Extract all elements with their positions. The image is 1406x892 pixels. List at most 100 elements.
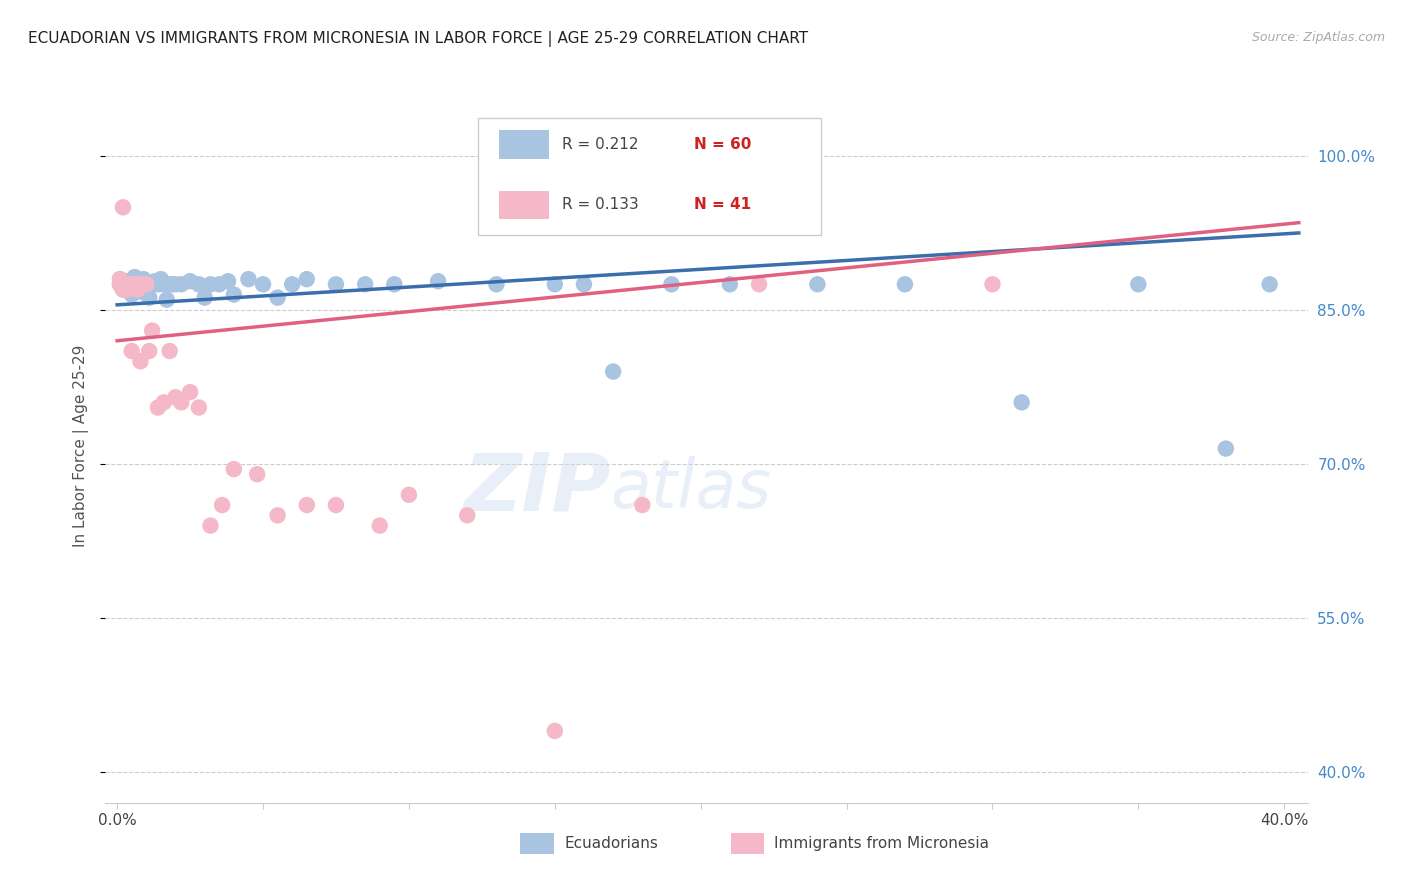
Point: [118, 277, 141, 291]
Point: [179, 274, 201, 288]
Point: [141, 324, 163, 338]
Point: [132, 277, 155, 292]
Point: [427, 274, 450, 288]
Point: [138, 291, 160, 305]
Point: [325, 277, 347, 292]
FancyBboxPatch shape: [478, 118, 821, 235]
Text: ZIP: ZIP: [463, 450, 610, 528]
Point: [222, 462, 245, 476]
Bar: [520, 833, 554, 855]
Point: [129, 277, 152, 292]
Point: [894, 277, 917, 292]
Point: [602, 365, 624, 379]
Point: [398, 488, 420, 502]
Point: [246, 467, 269, 482]
Point: [485, 277, 508, 292]
Point: [382, 277, 405, 292]
Point: [170, 277, 193, 292]
Bar: [499, 130, 548, 159]
Point: [1011, 395, 1033, 409]
Point: [124, 270, 146, 285]
Point: [115, 277, 138, 292]
Point: [252, 277, 274, 292]
Point: [121, 277, 143, 292]
Text: R = 0.133: R = 0.133: [562, 197, 638, 212]
Point: [132, 277, 155, 292]
Bar: [499, 191, 548, 219]
Point: [108, 277, 131, 292]
Point: [211, 498, 233, 512]
Point: [143, 274, 166, 288]
Point: [544, 723, 567, 738]
Point: [165, 390, 187, 404]
Text: N = 41: N = 41: [695, 197, 752, 212]
Text: N = 60: N = 60: [695, 137, 752, 152]
Point: [135, 277, 157, 292]
Point: [118, 282, 141, 296]
Point: [544, 277, 567, 292]
Text: R = 0.212: R = 0.212: [562, 137, 638, 152]
Text: Immigrants from Micronesia: Immigrants from Micronesia: [773, 836, 988, 851]
Bar: [731, 833, 765, 855]
Text: ECUADORIAN VS IMMIGRANTS FROM MICRONESIA IN LABOR FORCE | AGE 25-29 CORRELATION : ECUADORIAN VS IMMIGRANTS FROM MICRONESIA…: [28, 31, 808, 47]
Point: [165, 277, 187, 292]
Point: [159, 344, 181, 359]
Point: [149, 272, 172, 286]
Point: [1128, 277, 1150, 292]
Point: [111, 200, 134, 214]
Point: [162, 277, 184, 292]
Point: [118, 282, 141, 296]
Point: [141, 277, 163, 292]
Point: [124, 277, 146, 292]
Point: [981, 277, 1004, 292]
Point: [208, 277, 231, 292]
Point: [111, 277, 134, 292]
Point: [572, 277, 595, 292]
Point: [354, 277, 377, 292]
Point: [127, 282, 149, 296]
Point: [108, 277, 131, 292]
Point: [118, 277, 141, 292]
Point: [135, 277, 157, 292]
Point: [217, 274, 239, 288]
Point: [295, 498, 318, 512]
Point: [115, 280, 138, 294]
Point: [1258, 277, 1281, 292]
Point: [118, 277, 141, 292]
Point: [129, 277, 152, 292]
Point: [111, 282, 134, 296]
Point: [153, 395, 176, 409]
Point: [156, 293, 179, 307]
Point: [661, 277, 683, 292]
Point: [115, 282, 138, 296]
Point: [170, 395, 193, 409]
Point: [200, 277, 222, 292]
Y-axis label: In Labor Force | Age 25-29: In Labor Force | Age 25-29: [73, 345, 89, 547]
Point: [281, 277, 304, 292]
Point: [127, 277, 149, 292]
Point: [121, 344, 143, 359]
Point: [456, 508, 478, 523]
Point: [108, 277, 131, 292]
Point: [806, 277, 828, 292]
Point: [266, 508, 288, 523]
Point: [194, 291, 217, 305]
Point: [200, 518, 222, 533]
Point: [132, 272, 155, 286]
Point: [111, 282, 134, 296]
Point: [115, 274, 138, 288]
Point: [138, 344, 160, 359]
Point: [127, 282, 149, 296]
Text: atlas: atlas: [610, 456, 772, 522]
Point: [121, 274, 143, 288]
Point: [146, 277, 169, 292]
Point: [121, 277, 143, 292]
Point: [179, 385, 201, 400]
Point: [146, 401, 169, 415]
Point: [187, 277, 209, 292]
Point: [238, 272, 260, 286]
Point: [368, 518, 391, 533]
Point: [108, 272, 131, 286]
Point: [1215, 442, 1237, 456]
Point: [325, 498, 347, 512]
